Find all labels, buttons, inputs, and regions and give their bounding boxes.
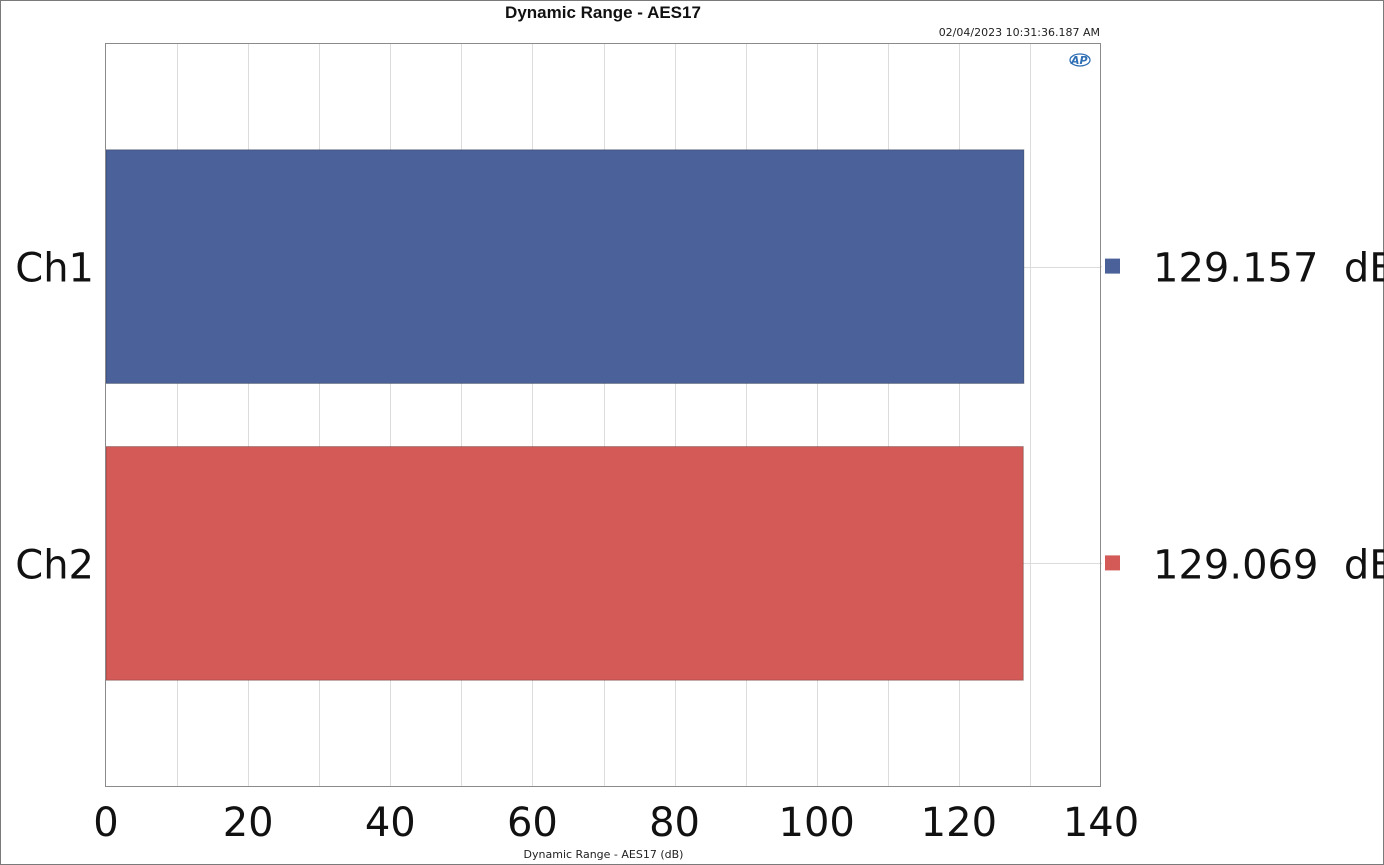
category-labels: Ch1 Ch2 (15, 246, 94, 589)
category-label-ch2: Ch2 (15, 542, 94, 588)
x-tick-label-140: 140 (1063, 800, 1139, 846)
ap-logo-text: AP (1070, 54, 1088, 67)
chart-title: Dynamic Range - AES17 (505, 3, 701, 22)
x-tick-label-100: 100 (779, 800, 855, 846)
chart-timestamp: 02/04/2023 10:31:36.187 AM (938, 26, 1100, 39)
x-tick-label-60: 60 (507, 800, 558, 846)
x-tick-label-120: 120 (921, 800, 997, 846)
bar-ch2 (105, 446, 1024, 681)
x-tick-label-40: 40 (365, 800, 416, 846)
x-axis-label: Dynamic Range - AES17 (dB) (523, 848, 684, 861)
bar-ch1 (105, 149, 1025, 384)
bars (105, 149, 1025, 681)
value-label-ch1: 129.157 dB (1153, 246, 1384, 292)
legend-swatch-ch1 (1105, 258, 1120, 274)
x-tick-label-80: 80 (649, 800, 700, 846)
value-legend: 129.157 dB 129.069 dB (1101, 246, 1384, 588)
plot-area-border (105, 43, 1101, 787)
legend-swatch-ch2 (1105, 555, 1120, 571)
ap-logo-icon: AP (1069, 53, 1091, 67)
category-label-ch1: Ch1 (15, 246, 94, 292)
value-label-ch2: 129.069 dB (1153, 542, 1384, 588)
x-tick-label-20: 20 (223, 800, 274, 846)
x-tick-labels: 0 20 40 60 80 100 120 140 (93, 800, 1139, 846)
x-tick-label-0: 0 (93, 800, 118, 846)
